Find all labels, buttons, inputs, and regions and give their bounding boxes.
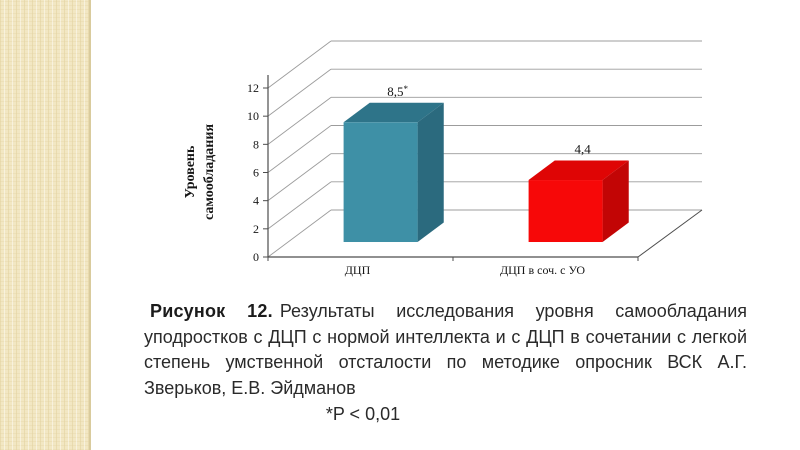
category-label: ДЦП — [345, 263, 371, 277]
depth-gridline — [267, 96, 332, 145]
y-tick-label: 8 — [253, 137, 259, 151]
y-tick-label: 12 — [247, 81, 259, 95]
bar-front-face — [343, 122, 418, 243]
y-axis-title-line2: самообладания — [202, 123, 217, 221]
y-tick-label: 10 — [247, 109, 259, 123]
y-tick-label: 6 — [253, 166, 259, 180]
floor-right-edge — [637, 209, 703, 258]
depth-gridline — [267, 153, 332, 202]
y-tick-label: 2 — [253, 222, 259, 236]
depth-gridline — [267, 125, 332, 173]
bar-column — [343, 102, 444, 243]
bar-top-face — [343, 102, 444, 123]
y-tick-label: 0 — [253, 250, 259, 264]
figure-caption-body: Результаты исследования уровня самооблад… — [144, 301, 747, 398]
depth-gridline — [267, 40, 332, 89]
y-axis-title-line1: Уровень — [183, 145, 198, 199]
bar-column — [528, 160, 629, 243]
depth-gridline — [267, 181, 332, 230]
bar-side-face — [602, 160, 629, 243]
bar-top-face — [528, 160, 629, 181]
bar-front-face — [528, 180, 603, 243]
y-axis-title: Уровень самообладания — [181, 107, 221, 237]
bar-side-face — [417, 102, 444, 243]
category-label: ДЦП в соч. с УО — [500, 263, 585, 277]
slide-edge-stripe — [0, 0, 91, 450]
figure-caption: Рисунок 12. Результаты исследования уровн… — [144, 299, 747, 427]
significance-note: *P < 0,01 — [325, 404, 401, 424]
value-label: 8,5* — [387, 84, 408, 99]
depth-gridline — [267, 209, 332, 258]
figure-caption-number: Рисунок 12. — [150, 301, 273, 321]
value-label: 4,4 — [575, 142, 592, 157]
y-tick-label: 4 — [253, 194, 259, 208]
figure-caption-text: Рисунок 12. Результаты исследования уровн… — [144, 299, 747, 401]
depth-gridline — [267, 68, 332, 117]
